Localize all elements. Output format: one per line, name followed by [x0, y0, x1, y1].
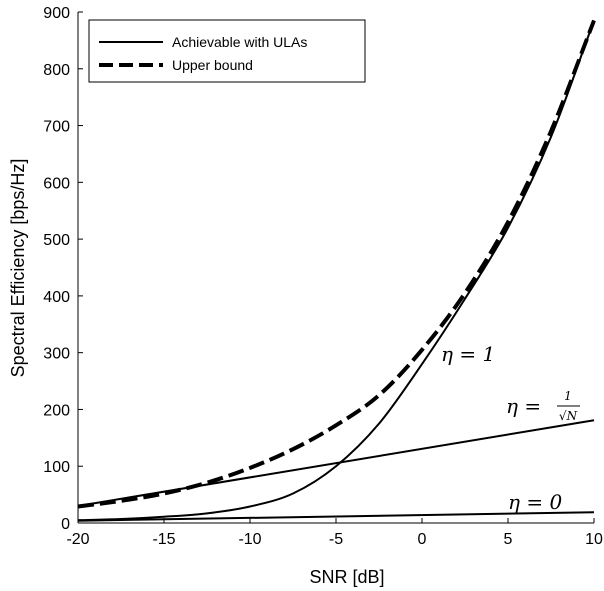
series-upper-bound-line [77, 19, 596, 509]
x-tick-label: -5 [329, 531, 343, 548]
x-axis-label: SNR [dB] [309, 567, 384, 587]
legend-label-upper-bound: Upper bound [172, 57, 253, 73]
annotation-eta-sqrt-n: η = 1 √N [506, 389, 580, 423]
y-tick-label: 600 [43, 175, 70, 192]
annotation-fraction-numerator: 1 [564, 389, 572, 403]
annotation-fraction-denominator: √N [559, 409, 578, 423]
legend: Achievable with ULAs Upper bound [88, 19, 366, 83]
x-tick-label: -15 [152, 531, 175, 548]
y-tick-label: 100 [43, 459, 70, 476]
axis-layer: -20 -15 -10 -5 0 5 100100200300400500600700800… [43, 5, 603, 548]
annotations: η = 1 η = 1 √N η = 0 [441, 342, 580, 514]
y-tick-label: 500 [43, 232, 70, 249]
series-layer [77, 19, 596, 522]
x-tick-label: 0 [418, 531, 427, 548]
series-achievable-line-1-N [77, 419, 595, 507]
y-tick-label: 0 [61, 516, 70, 533]
annotation-eta-0: η = 0 [508, 490, 562, 514]
y-tick-label: 900 [43, 5, 70, 22]
y-tick-label: 700 [43, 119, 70, 136]
y-tick-label: 300 [43, 346, 70, 363]
y-tick-label: 800 [43, 62, 70, 79]
x-tick-label: 10 [585, 531, 603, 548]
legend-box [88, 19, 366, 83]
y-tick-label: 400 [43, 289, 70, 306]
series-achievable-line-1 [77, 20, 595, 522]
legend-label-achievable: Achievable with ULAs [172, 34, 307, 50]
y-axis-label: Spectral Efficiency [bps/Hz] [8, 159, 28, 378]
x-tick-label: -10 [238, 531, 261, 548]
annotation-eta-sqrt-prefix: η = [506, 394, 541, 418]
annotation-eta-1: η = 1 [441, 342, 495, 366]
x-tick-label: 5 [504, 531, 513, 548]
x-tick-label: -20 [66, 531, 89, 548]
y-tick-label: 200 [43, 402, 70, 419]
